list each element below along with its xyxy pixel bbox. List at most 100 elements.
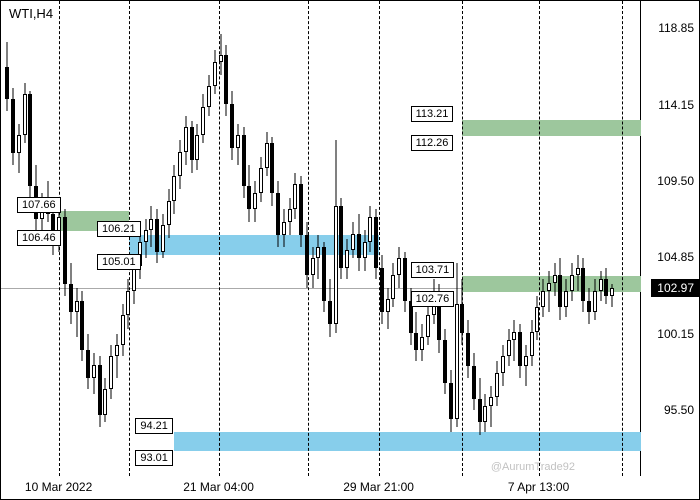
candlestick: [489, 386, 493, 427]
candlestick: [80, 291, 84, 361]
candlestick: [547, 271, 551, 312]
candlestick: [518, 324, 522, 378]
zone-price-label: 94.21: [135, 418, 173, 434]
candlestick: [604, 268, 608, 304]
price-axis-label: 114.15: [658, 98, 694, 112]
candlestick: [28, 91, 32, 197]
candlestick: [391, 263, 395, 307]
candlestick: [126, 279, 130, 328]
price-axis: 118.85114.15109.50104.85100.1595.50: [639, 1, 699, 476]
time-gridline: [462, 1, 463, 476]
chart-plot-area[interactable]: WTI,H4 @AurumTrade92 107.66106.46106.211…: [1, 1, 641, 476]
candlestick: [374, 209, 378, 279]
zone-price-label: 106.21: [97, 221, 141, 237]
candlestick: [276, 181, 280, 247]
candlestick: [403, 252, 407, 313]
time-gridline: [379, 1, 380, 476]
time-gridline: [622, 1, 623, 476]
candlestick: [397, 247, 401, 288]
candlestick: [339, 198, 343, 280]
candlestick: [368, 206, 372, 252]
price-axis-label: 95.50: [664, 403, 694, 417]
candlestick: [299, 176, 303, 246]
candlestick: [610, 284, 614, 307]
candlestick: [316, 235, 320, 279]
candlestick: [541, 279, 545, 317]
candlestick: [599, 271, 603, 300]
candlestick: [380, 255, 384, 324]
candlestick: [420, 324, 424, 362]
candlestick: [564, 279, 568, 317]
candlestick: [460, 279, 464, 345]
candlestick: [265, 132, 269, 176]
candlestick: [236, 124, 240, 165]
candlestick: [311, 247, 315, 288]
candlestick: [201, 94, 205, 143]
candlestick: [242, 127, 246, 197]
candlestick: [587, 288, 591, 324]
candlestick: [328, 279, 332, 336]
candlestick: [414, 312, 418, 361]
candlestick: [247, 165, 251, 222]
zone-price-label: 107.66: [17, 197, 61, 213]
candlestick: [426, 304, 430, 345]
candlestick: [472, 353, 476, 410]
candlestick: [466, 320, 470, 377]
candlestick: [144, 219, 148, 258]
candlestick: [86, 334, 90, 390]
candlestick: [253, 181, 257, 222]
candlestick: [570, 263, 574, 301]
candlestick: [213, 50, 217, 94]
candlestick: [483, 394, 487, 432]
candlestick: [92, 353, 96, 394]
candlestick: [161, 214, 165, 258]
candlestick: [495, 361, 499, 405]
zone-price-label: 112.26: [411, 135, 454, 151]
zone-price-label: 105.01: [97, 254, 141, 270]
candlestick: [386, 288, 390, 329]
candlestick: [282, 209, 286, 247]
candlestick: [224, 45, 228, 115]
price-axis-label: 104.85: [657, 250, 694, 264]
candlestick: [553, 263, 557, 296]
time-gridline: [539, 1, 540, 476]
candlestick: [172, 165, 176, 214]
candlestick: [23, 83, 27, 144]
candlestick: [576, 255, 580, 291]
candlestick: [195, 124, 199, 170]
candlestick: [507, 329, 511, 367]
zone-price-label: 113.21: [411, 106, 454, 122]
candlestick: [190, 121, 194, 173]
candlestick: [524, 345, 528, 386]
candlestick: [593, 279, 597, 320]
candlestick: [17, 124, 21, 173]
candlestick: [103, 378, 107, 422]
zone-price-label: 106.46: [17, 230, 61, 246]
green-price-zone: [462, 120, 641, 136]
candlestick: [109, 345, 113, 399]
candlestick: [478, 378, 482, 435]
watermark-text: @AurumTrade92: [491, 461, 575, 473]
candlestick: [363, 230, 367, 271]
chart-container: WTI,H4 @AurumTrade92 107.66106.46106.211…: [0, 0, 700, 500]
candlestick: [63, 209, 67, 296]
candlestick: [270, 137, 274, 206]
zone-price-label: 102.76: [411, 291, 455, 307]
candlestick: [69, 263, 73, 324]
candlestick: [98, 356, 102, 426]
candlestick: [357, 214, 361, 271]
candlestick: [184, 116, 188, 165]
candlestick: [11, 88, 15, 165]
time-axis-label: 10 Mar 2022: [25, 480, 92, 494]
candlestick: [5, 42, 9, 111]
blue-price-zone: [174, 432, 641, 452]
candlestick: [121, 304, 125, 356]
candlestick: [75, 288, 79, 337]
candlestick: [334, 140, 338, 333]
time-axis-label: 21 Mar 04:00: [183, 480, 254, 494]
price-axis-label: 118.85: [658, 21, 694, 35]
time-axis: 10 Mar 202221 Mar 04:0029 Mar 21:007 Apr…: [1, 474, 641, 499]
candlestick: [305, 222, 309, 288]
candlestick: [155, 209, 159, 263]
candlestick: [149, 206, 153, 247]
